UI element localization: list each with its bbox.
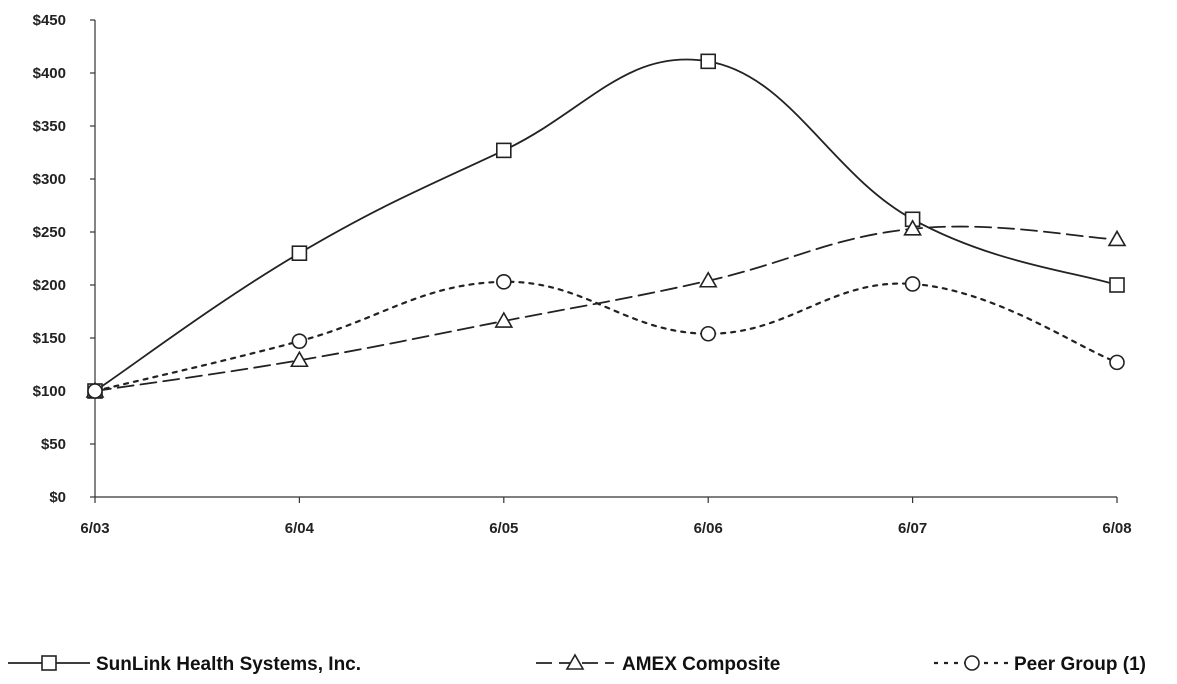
y-tick-label: $400 xyxy=(33,65,66,82)
x-tick-label: 6/07 xyxy=(898,520,927,537)
data-point xyxy=(291,245,308,261)
chart-legend: SunLink Health Systems, Inc. AMEX Composi… xyxy=(8,653,1146,675)
series-layer xyxy=(85,53,1127,399)
legend-item: AMEX Composite xyxy=(536,653,780,675)
chart-axes: $0 $50 $100 $150 $200 $250 $300 $350 $400 $450 6/0… xyxy=(33,12,1132,537)
legend-marker xyxy=(565,653,585,670)
series-1 xyxy=(85,219,1127,398)
data-point xyxy=(1109,354,1125,371)
y-tick-label: $150 xyxy=(33,330,66,347)
data-point xyxy=(698,271,718,288)
x-tick-label: 6/06 xyxy=(694,520,723,537)
legend-marker xyxy=(41,655,57,671)
legend-label: AMEX Composite xyxy=(622,654,780,675)
legend-label: Peer Group (1) xyxy=(1014,654,1146,675)
y-tick-label: $350 xyxy=(33,118,66,135)
legend-item: SunLink Health Systems, Inc. xyxy=(8,654,361,675)
legend-item: Peer Group (1) xyxy=(934,654,1146,675)
data-point xyxy=(291,333,308,349)
data-point xyxy=(1107,229,1127,247)
y-tick-label: $200 xyxy=(33,277,66,294)
legend-label: SunLink Health Systems, Inc. xyxy=(96,654,361,675)
data-point xyxy=(87,383,103,399)
y-tick-label: $100 xyxy=(33,383,66,400)
data-point xyxy=(700,325,717,342)
series-2 xyxy=(87,274,1125,399)
data-point xyxy=(904,276,921,292)
x-tick-label: 6/04 xyxy=(285,520,315,537)
series-line xyxy=(93,280,1119,393)
y-tick-label: $450 xyxy=(33,12,66,29)
y-tick-label: $50 xyxy=(41,436,66,453)
legend-marker xyxy=(964,655,980,671)
data-point xyxy=(290,350,309,368)
x-tick-label: 6/05 xyxy=(489,520,518,537)
data-point xyxy=(495,142,512,159)
y-tick-label: $250 xyxy=(33,224,66,241)
series-line xyxy=(94,225,1118,392)
y-tick-label: $300 xyxy=(33,171,66,188)
data-point xyxy=(495,274,512,290)
data-point xyxy=(1109,277,1125,293)
x-tick-label: 6/03 xyxy=(80,520,109,537)
y-tick-label: $0 xyxy=(49,489,66,506)
data-point xyxy=(903,219,922,236)
data-point xyxy=(494,311,514,328)
data-point xyxy=(700,53,717,70)
x-tick-label: 6/08 xyxy=(1102,520,1131,537)
series-line xyxy=(94,58,1118,392)
